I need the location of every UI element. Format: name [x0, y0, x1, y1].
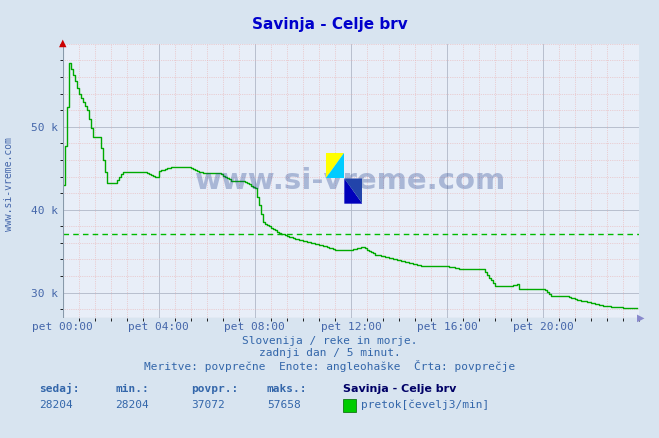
Text: min.:: min.:	[115, 384, 149, 394]
Text: sedaj:: sedaj:	[40, 383, 80, 394]
Text: maks.:: maks.:	[267, 384, 307, 394]
Polygon shape	[326, 153, 344, 179]
Text: Savinja - Celje brv: Savinja - Celje brv	[343, 384, 456, 394]
Text: Slovenija / reke in morje.: Slovenija / reke in morje.	[242, 336, 417, 346]
Text: 37072: 37072	[191, 400, 225, 410]
Text: 28204: 28204	[115, 400, 149, 410]
Polygon shape	[326, 153, 344, 179]
Text: Savinja - Celje brv: Savinja - Celje brv	[252, 17, 407, 32]
Text: 28204: 28204	[40, 400, 73, 410]
Text: ▲: ▲	[59, 38, 67, 48]
Text: 57658: 57658	[267, 400, 301, 410]
Text: ▶: ▶	[637, 313, 645, 322]
Text: www.si-vreme.com: www.si-vreme.com	[195, 167, 507, 194]
Text: www.si-vreme.com: www.si-vreme.com	[3, 137, 14, 231]
Text: povpr.:: povpr.:	[191, 384, 239, 394]
Text: pretok[čevelj3/min]: pretok[čevelj3/min]	[361, 400, 490, 410]
Text: zadnji dan / 5 minut.: zadnji dan / 5 minut.	[258, 349, 401, 358]
Polygon shape	[344, 179, 362, 204]
Polygon shape	[344, 179, 362, 204]
Text: Meritve: povprečne  Enote: angleоhaške  Črta: povprečje: Meritve: povprečne Enote: angleоhaške Čr…	[144, 360, 515, 372]
